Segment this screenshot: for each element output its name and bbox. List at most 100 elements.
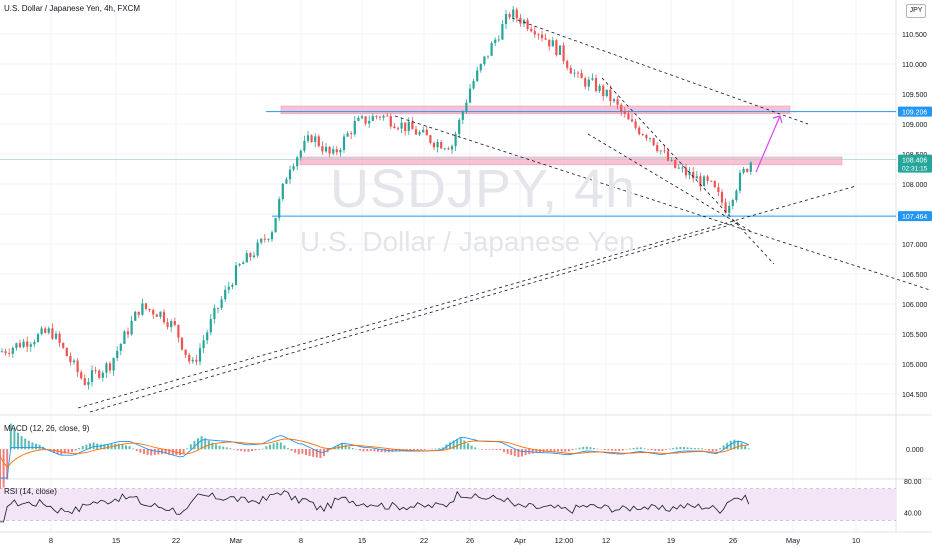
macd-histogram-bar	[640, 447, 642, 449]
candle-body	[271, 232, 273, 239]
candle-body	[678, 168, 680, 169]
macd-histogram-bar	[319, 449, 321, 458]
macd-histogram-bar	[474, 447, 476, 449]
candle-body	[501, 24, 503, 40]
candle-body	[429, 135, 431, 143]
countdown-label: 02:31:15	[902, 166, 928, 173]
candle-body	[509, 14, 511, 17]
macd-histogram-bar	[510, 449, 512, 455]
macd-histogram-bar	[229, 448, 231, 449]
macd-histogram-bar	[121, 444, 123, 449]
chart-header: U.S. Dollar / Japanese Yen, 4h, FXCM	[4, 4, 140, 13]
price-level-label: 107.464	[902, 214, 927, 221]
macd-histogram-bar	[276, 442, 278, 449]
candle-body	[469, 89, 471, 103]
candle-body	[411, 122, 413, 129]
candle-body	[33, 342, 35, 344]
candle-body	[293, 166, 295, 169]
candle-body	[239, 264, 241, 265]
candle-body	[613, 99, 615, 101]
candle-body	[498, 40, 500, 41]
candle-body	[577, 73, 579, 74]
candle-body	[167, 322, 169, 327]
macd-histogram-bar	[273, 443, 275, 449]
rsi-tick-label: 40.00	[904, 510, 922, 517]
price-tick-label: 107.000	[902, 242, 927, 249]
macd-histogram-bar	[35, 444, 37, 450]
candle-body	[397, 128, 399, 129]
macd-histogram-bar	[589, 447, 591, 449]
candle-body	[516, 10, 518, 19]
macd-histogram-bar	[604, 449, 606, 450]
macd-histogram-bar	[463, 441, 465, 450]
candle-body	[707, 176, 709, 181]
macd-histogram-bar	[633, 448, 635, 449]
macd-histogram-bar	[305, 449, 307, 455]
candle-body	[728, 206, 730, 213]
price-tick-label: 105.500	[902, 332, 927, 339]
macd-histogram-bar	[114, 444, 116, 449]
macd-label: MACD (12, 26, close, 9)	[4, 424, 89, 433]
candle-body	[285, 179, 287, 183]
candle-body	[573, 73, 575, 74]
macd-histogram-bar	[593, 448, 595, 449]
macd-histogram-bar	[507, 449, 509, 454]
price-tick-label: 109.500	[902, 92, 927, 99]
price-tick-label: 106.000	[902, 302, 927, 309]
candle-body	[703, 176, 705, 186]
candle-body	[566, 61, 568, 68]
candle-body	[329, 147, 331, 153]
candle-body	[311, 135, 313, 142]
candle-body	[156, 315, 158, 317]
candle-body	[192, 360, 194, 362]
candle-body	[480, 64, 482, 70]
macd-histogram-bar	[147, 449, 149, 455]
candle-body	[609, 90, 611, 101]
candle-body	[473, 81, 475, 88]
candle-body	[631, 119, 633, 121]
candle-body	[213, 308, 215, 319]
candle-body	[87, 382, 89, 385]
currency-badge[interactable]: JPY	[906, 4, 926, 18]
candle-body	[656, 145, 658, 151]
candle-body	[570, 68, 572, 74]
candle-body	[541, 35, 543, 39]
macd-histogram-bar	[647, 449, 649, 450]
macd-histogram-bar	[503, 449, 505, 452]
candle-body	[379, 117, 381, 118]
candle-body	[181, 338, 183, 350]
time-tick-label: 19	[667, 536, 675, 545]
candle-body	[584, 78, 586, 86]
candle-body	[404, 123, 406, 131]
candle-body	[739, 173, 741, 191]
candle-body	[19, 343, 21, 347]
candle-body	[401, 123, 403, 129]
macd-histogram-bar	[82, 446, 84, 449]
candle-body	[606, 90, 608, 96]
candle-body	[62, 343, 64, 348]
macd-histogram-bar	[705, 449, 707, 450]
candle-body	[444, 148, 446, 149]
candle-body	[602, 86, 604, 96]
macd-histogram-bar	[17, 433, 19, 450]
price-tick-label: 109.000	[902, 122, 927, 129]
candle-body	[177, 325, 179, 338]
candle-body	[343, 137, 345, 150]
macd-histogram-bar	[575, 449, 577, 450]
macd-histogram-bar	[251, 449, 253, 451]
macd-histogram-bar	[564, 449, 566, 452]
macd-histogram-bar	[654, 449, 656, 451]
candle-body	[91, 370, 93, 382]
macd-histogram-bar	[715, 449, 717, 451]
candle-body	[714, 181, 716, 187]
macd-histogram-bar	[215, 444, 217, 449]
macd-histogram-bar	[129, 446, 131, 449]
candle-body	[393, 126, 395, 128]
macd-histogram-bar	[496, 449, 498, 450]
macd-histogram-bar	[658, 449, 660, 451]
candle-body	[638, 128, 640, 134]
candle-body	[84, 378, 86, 385]
macd-histogram-bar	[550, 449, 552, 451]
